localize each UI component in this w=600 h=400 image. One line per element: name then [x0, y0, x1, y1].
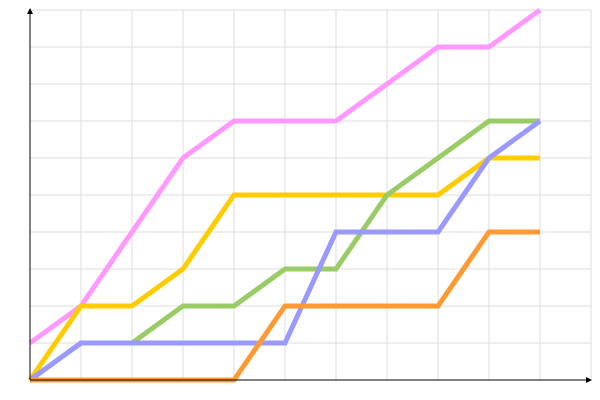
x-axis-arrow-icon: [586, 377, 592, 383]
series-line-1: [28, 7, 542, 346]
y-axis-arrow-icon: [27, 8, 33, 14]
series-lines: [27, 7, 542, 383]
axes: [27, 8, 592, 383]
series-line-4: [28, 118, 542, 383]
series-line-2: [27, 155, 540, 382]
